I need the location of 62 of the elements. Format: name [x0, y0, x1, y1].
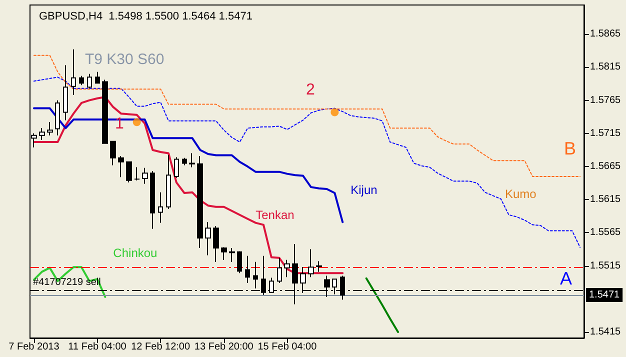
candlestick: [55, 100, 60, 136]
candlestick: [47, 122, 53, 136]
candlestick: [213, 226, 219, 262]
candlestick: [134, 166, 140, 181]
candlestick: [79, 75, 84, 86]
candlestick: [316, 260, 322, 272]
candlestick: [102, 79, 108, 144]
candlestick: [229, 247, 235, 262]
line-series: [32, 107, 344, 224]
y-tick-label: 1.5815: [590, 62, 622, 73]
candlestick: [142, 167, 148, 184]
series-label: A: [560, 268, 572, 288]
y-tick-label: 1.5865: [590, 28, 622, 40]
series-label: Tenkan: [256, 208, 294, 222]
candlestick: [245, 255, 250, 284]
candlestick: [126, 161, 132, 183]
candlestick: [158, 192, 163, 224]
series-label: B: [564, 138, 576, 158]
ref-line-label: 1.5471: [589, 289, 620, 300]
y-tick-label: 1.5415: [590, 326, 622, 338]
annotation: 2: [306, 82, 315, 98]
candlestick: [205, 222, 211, 256]
candlestick: [237, 250, 242, 274]
candlestick: [71, 48, 76, 96]
y-tick-label: 1.5615: [590, 194, 622, 206]
candlestick: [182, 157, 187, 166]
y-tick-label: 1.5515: [590, 260, 622, 272]
line-series: [33, 54, 581, 177]
annotation: Kumo: [505, 187, 537, 201]
y-tick-label: 1.5765: [590, 94, 622, 106]
series-label: Kijun: [350, 183, 378, 198]
candlestick: [189, 152, 195, 168]
candlestick: [118, 155, 124, 178]
candlestick: [166, 154, 171, 210]
x-tick-label: 11 Feb 04:00: [68, 342, 127, 352]
line-series: [32, 266, 106, 298]
candlestick: [277, 257, 282, 284]
candlestick: [150, 170, 155, 230]
candlestick: [197, 155, 203, 248]
x-tick-label: 15 Feb 04:00: [258, 342, 318, 352]
candlestick: [284, 259, 290, 278]
candlestick: [308, 248, 314, 278]
candlestick: [39, 128, 45, 141]
text: GBPUSD,H4 1.5498 1.5500 1.5464 1.5471: [39, 10, 252, 22]
candlestick: [174, 156, 179, 178]
candlestick: [63, 64, 68, 121]
candlestick: [87, 73, 92, 89]
x-tick-label: 13 Feb 20:00: [194, 342, 254, 352]
candlestick: [95, 71, 100, 84]
y-tick-label: 1.5715: [590, 128, 622, 139]
y-tick-label: 1.5665: [590, 161, 622, 172]
line-series: [365, 277, 400, 334]
line-series: [32, 96, 344, 274]
x-tick-label: 12 Feb 12:00: [131, 342, 190, 352]
annotation: 1: [115, 116, 124, 132]
line-series: [33, 76, 581, 248]
y-tick-label: 1.5565: [590, 227, 622, 238]
text: Chinkou: [113, 246, 158, 260]
candlestick: [110, 140, 116, 166]
candlestick: [221, 246, 227, 260]
annotation: T9 K30 S60: [85, 51, 164, 68]
x-tick-label: 7 Feb 2013: [8, 342, 60, 352]
